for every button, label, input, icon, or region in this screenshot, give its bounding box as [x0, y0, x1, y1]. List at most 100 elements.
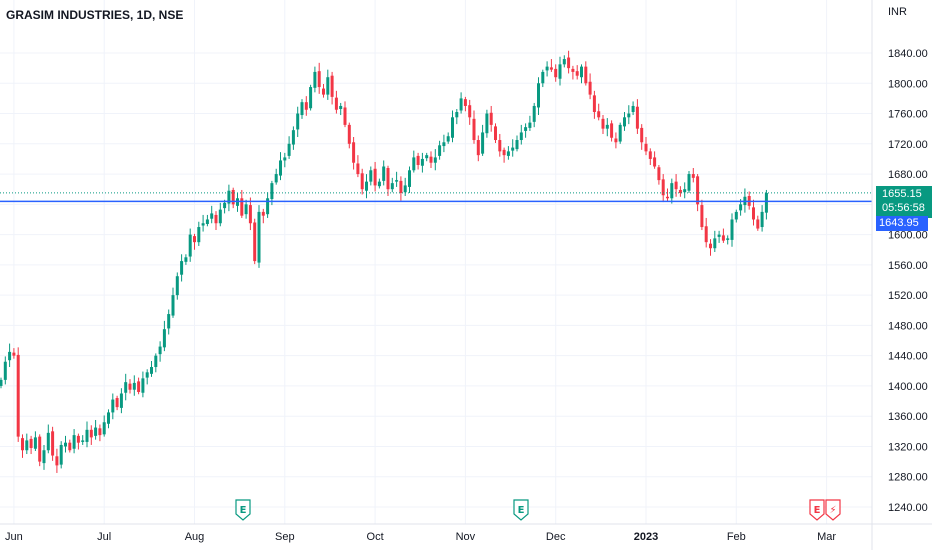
- candle: [691, 168, 695, 183]
- candle: [0, 377, 3, 389]
- candle: [55, 448, 59, 473]
- y-tick-label: 1480.00: [888, 320, 928, 332]
- candle: [506, 146, 510, 160]
- y-tick-label: 1520.00: [888, 290, 928, 302]
- candle: [386, 165, 390, 197]
- candle: [309, 84, 313, 111]
- candle: [218, 202, 222, 227]
- candle: [429, 151, 433, 169]
- x-tick-label: Nov: [456, 531, 476, 543]
- currency-label: INR: [888, 6, 907, 18]
- candle: [412, 150, 416, 173]
- candle: [227, 184, 231, 212]
- candle: [184, 254, 188, 265]
- candle: [201, 214, 205, 232]
- candle: [180, 254, 184, 282]
- last-price-marker: 1655.15 05:56:58: [876, 186, 932, 218]
- y-tick-label: 1760.00: [888, 109, 928, 121]
- earnings-E-icon[interactable]: E: [235, 499, 251, 521]
- candle: [158, 341, 162, 362]
- candle: [145, 369, 149, 385]
- candle: [154, 353, 158, 373]
- y-tick-label: 1400.00: [888, 381, 928, 393]
- y-tick-label: 1720.00: [888, 139, 928, 151]
- candle: [545, 61, 549, 77]
- candle: [64, 435, 67, 453]
- candle: [98, 424, 102, 442]
- candle: [253, 218, 257, 265]
- y-tick-label: 1360.00: [888, 411, 928, 423]
- candle: [592, 90, 596, 119]
- y-tick-label: 1320.00: [888, 441, 928, 453]
- candle: [623, 112, 626, 131]
- candle: [296, 106, 300, 137]
- candle: [291, 126, 295, 150]
- candle: [760, 205, 764, 232]
- candle: [610, 120, 614, 142]
- candle: [446, 132, 450, 144]
- candle: [175, 272, 179, 300]
- candle: [713, 230, 717, 253]
- candle: [438, 140, 442, 160]
- candle: [597, 103, 601, 121]
- candle: [696, 174, 700, 212]
- candle: [700, 199, 704, 231]
- candle: [532, 102, 536, 128]
- lightning-icon[interactable]: ⚡: [825, 499, 841, 521]
- candle: [29, 435, 33, 455]
- candle: [601, 115, 605, 134]
- candle: [279, 152, 282, 181]
- candle: [416, 152, 420, 170]
- svg-text:E: E: [814, 505, 821, 516]
- candle: [433, 149, 437, 171]
- candle: [231, 187, 235, 209]
- candle: [554, 64, 558, 82]
- x-tick-label: Aug: [185, 531, 205, 543]
- earnings-E-icon[interactable]: E: [513, 499, 529, 521]
- candles: [0, 50, 768, 473]
- candle: [382, 160, 386, 186]
- candle: [81, 435, 85, 445]
- y-tick-label: 1440.00: [888, 351, 928, 363]
- candle: [85, 421, 89, 448]
- earnings-E-icon[interactable]: E: [809, 499, 825, 521]
- candle: [635, 99, 639, 134]
- candle: [150, 360, 153, 377]
- candle: [399, 176, 403, 201]
- candle: [519, 124, 523, 145]
- candle: [709, 239, 712, 256]
- candle: [244, 199, 248, 219]
- candle: [257, 205, 261, 268]
- event-markers: E E E ⚡: [235, 499, 841, 521]
- candle: [661, 174, 665, 203]
- candle: [476, 135, 480, 162]
- candle: [511, 139, 515, 157]
- candle: [420, 152, 424, 173]
- candle: [339, 102, 343, 116]
- x-tick-label: 2023: [634, 531, 658, 543]
- candle: [752, 199, 755, 226]
- candle: [72, 429, 76, 454]
- candle: [51, 426, 55, 461]
- candle: [455, 108, 459, 125]
- candle: [494, 123, 497, 144]
- candle: [515, 135, 519, 152]
- candle: [683, 182, 687, 199]
- y-tick-label: 1840.00: [888, 48, 928, 60]
- candle: [313, 66, 317, 93]
- candle: [210, 205, 214, 224]
- candle: [562, 55, 566, 68]
- candle: [756, 215, 760, 231]
- x-tick-label: Sep: [275, 531, 295, 543]
- candle: [188, 228, 192, 262]
- last-price-value: 1655.15: [882, 188, 922, 200]
- candle: [107, 409, 110, 429]
- candle: [747, 191, 751, 210]
- y-tick-label: 1680.00: [888, 169, 928, 181]
- candle: [605, 118, 609, 137]
- candle: [261, 208, 265, 224]
- candle: [584, 61, 588, 86]
- candle: [567, 50, 571, 74]
- candle: [94, 419, 98, 440]
